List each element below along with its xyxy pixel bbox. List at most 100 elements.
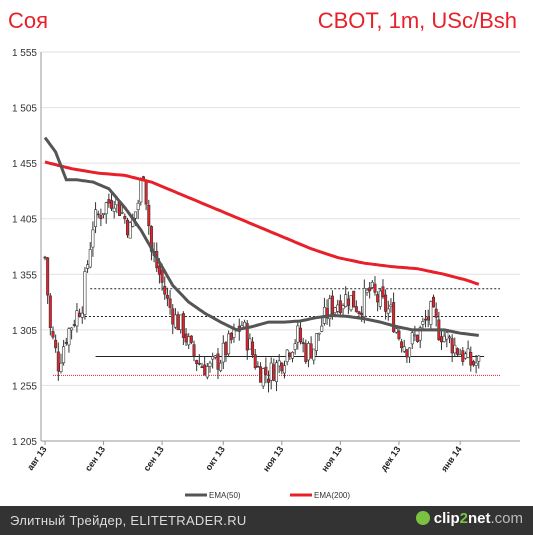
candle-body [378, 290, 382, 307]
x-tick-label: окт 13 [203, 444, 227, 472]
candle-body [394, 328, 398, 333]
candle-body [216, 353, 220, 370]
candle-body [357, 311, 361, 314]
x-tick-label: ноя 13 [261, 444, 286, 473]
candle-body [139, 179, 143, 203]
candle-body [384, 294, 388, 312]
candle-body [59, 362, 63, 372]
candle-body [365, 289, 369, 293]
candle-body [112, 207, 116, 212]
candle-body [128, 222, 132, 239]
candle-body [317, 332, 321, 335]
candle-body [352, 290, 356, 308]
candle-body [86, 264, 90, 269]
candle-body [54, 339, 58, 349]
candle-body [245, 323, 249, 351]
instrument-title: Соя [8, 8, 49, 33]
x-tick-label: сен 13 [141, 444, 165, 473]
candle-body [424, 318, 428, 321]
candle-body [133, 211, 137, 219]
candle-body [277, 360, 281, 367]
footer-caption: Элитный Трейдер, ELITETRADER.RU [10, 513, 247, 528]
ema200-line [44, 160, 480, 286]
candle-body [426, 316, 430, 321]
x-tick-label: дек 13 [378, 444, 402, 472]
y-tick-label: 1 205 [12, 437, 37, 448]
candle-body [43, 256, 47, 259]
y-tick-label: 1 505 [12, 104, 37, 115]
x-tick-label: сен 13 [83, 444, 107, 473]
candle-body [463, 353, 467, 359]
candle-body [413, 334, 417, 337]
candle-body [64, 342, 68, 344]
candle-body [402, 346, 406, 352]
candle-body [102, 213, 106, 215]
candle-body [88, 249, 92, 268]
y-tick-label: 1 405 [12, 215, 37, 226]
candle-body [195, 360, 199, 364]
candle-body [179, 314, 183, 330]
ema50-line [43, 136, 479, 337]
y-tick-label: 1 355 [12, 270, 37, 281]
candle-body [165, 294, 169, 299]
candle-body [272, 364, 276, 381]
candle-body [434, 308, 438, 318]
candle-body [248, 338, 252, 350]
candle-body [453, 344, 457, 354]
candle-body [99, 215, 103, 220]
candle-body [418, 327, 422, 341]
candle-body [416, 334, 420, 342]
candle-body [450, 338, 454, 354]
candle-body [267, 378, 271, 383]
candle-body [256, 365, 260, 368]
candle-body [466, 348, 470, 358]
candle-body [46, 257, 50, 296]
candle-body [360, 312, 364, 316]
candle-body [211, 356, 215, 360]
watermark: clip2net.com [415, 510, 523, 527]
watermark-icon [415, 511, 430, 526]
candle-body [440, 336, 444, 343]
candle-body [392, 302, 396, 333]
candle-body [474, 362, 478, 366]
candle-body [181, 313, 185, 338]
candle-body [477, 355, 481, 362]
candle-body [285, 349, 289, 363]
candle-body [189, 335, 193, 343]
candle-body [280, 362, 284, 372]
candle-body [376, 294, 380, 303]
candle-body [293, 343, 297, 350]
candle-body [94, 209, 98, 227]
candle-body [160, 269, 164, 283]
x-tick-label: авг 13 [25, 444, 49, 472]
candle-body [373, 283, 377, 293]
candle-body [458, 354, 462, 357]
candle-body [320, 325, 324, 332]
x-tick-label: ноя 13 [319, 444, 344, 473]
candle-body [227, 333, 231, 355]
candle-body [251, 341, 255, 356]
candle-body [368, 287, 372, 292]
candle-body [110, 200, 114, 209]
candle-body [341, 305, 345, 310]
candle-body [461, 350, 465, 362]
candle-body [259, 366, 263, 383]
candle-body [432, 296, 436, 308]
candle-body [264, 366, 268, 375]
candle-body [386, 308, 390, 314]
candle-body [349, 295, 353, 311]
candle-body [243, 321, 247, 328]
candle-body [344, 294, 348, 307]
chart-info: CBOT, 1m, USc/Bsh [317, 8, 517, 33]
price-chart: 1 555 1 505 1 455 1 405 1 355 1 305 1 255 1 205… [12, 48, 520, 500]
candle-body [370, 281, 374, 288]
candle-body [56, 351, 60, 372]
candle-body [296, 325, 300, 343]
candle-body [213, 355, 217, 358]
candle-body [301, 342, 305, 345]
footer-bar: Элитный Трейдер, ELITETRADER.RU clip2net… [0, 506, 533, 535]
candle-body [219, 362, 223, 371]
candle-body [290, 351, 294, 359]
candle-body [306, 343, 310, 361]
candle-body [421, 321, 425, 325]
